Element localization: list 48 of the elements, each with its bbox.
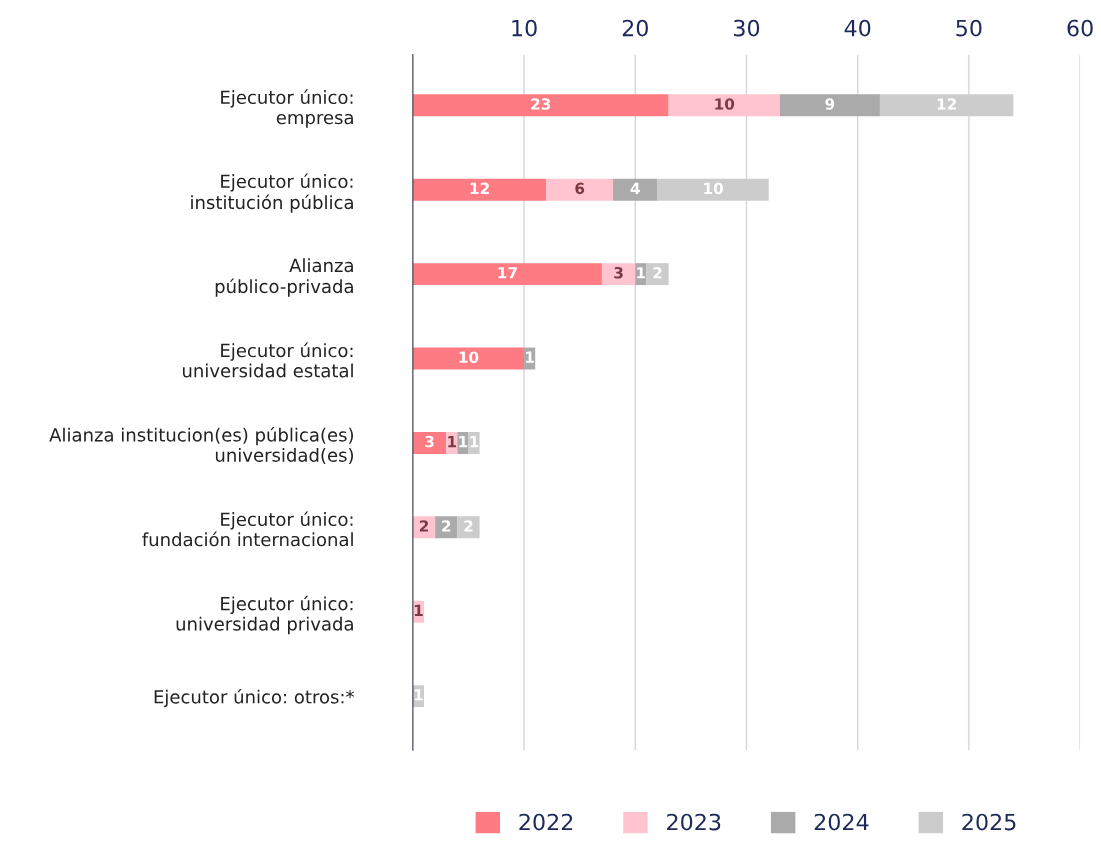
y-tick-label: Ejecutor único: otros:* <box>154 688 355 708</box>
data-label: 1 <box>526 351 534 363</box>
y-tick-label: Ejecutor único: empresa <box>221 89 353 128</box>
data-label: 4 <box>630 182 640 194</box>
legend-label: 2022 <box>519 813 573 831</box>
data-label: 2 <box>419 520 428 532</box>
legend-label: 2023 <box>667 813 721 831</box>
legend-label: 2024 <box>814 813 869 831</box>
data-label: 3 <box>425 435 434 448</box>
data-label: 1 <box>637 267 646 279</box>
data-label: 3 <box>614 267 623 279</box>
y-tick-label: Ejecutor único: institución pública <box>191 173 353 213</box>
data-label: 17 <box>498 267 517 279</box>
x-tick-label: 10 <box>512 19 537 37</box>
y-tick-label: Ejecutor único: fundación internacional <box>142 511 353 547</box>
y-tick-label: Alianza público-privada <box>215 258 353 297</box>
data-label: 1 <box>414 604 423 616</box>
bar <box>546 178 614 201</box>
data-label: 10 <box>459 351 479 363</box>
y-tick-label: Ejecutor único: universidad estatal <box>182 342 353 378</box>
data-label: 12 <box>470 182 489 194</box>
x-tick-label: 20 <box>622 19 648 37</box>
data-label: 9 <box>825 98 835 110</box>
x-tick-label: 60 <box>1067 19 1093 37</box>
data-label: 23 <box>531 98 551 110</box>
y-tick-label: Ejecutor único: universidad privada <box>176 595 353 635</box>
bar <box>613 178 658 201</box>
x-tick-label: 40 <box>844 19 871 37</box>
x-tick-label: 50 <box>956 19 982 37</box>
bar <box>412 263 602 286</box>
bar <box>879 94 1014 117</box>
data-label: 1 <box>448 436 457 448</box>
x-tick-label: 30 <box>734 19 760 37</box>
bar <box>657 178 769 201</box>
y-tick-label: Alianza institucion(es) pública(es) universidad(es) <box>49 426 353 465</box>
data-label: 6 <box>575 182 585 195</box>
bar <box>412 347 525 370</box>
bar <box>646 263 669 286</box>
data-label: 1 <box>459 436 468 448</box>
bar <box>457 516 480 539</box>
bar <box>779 94 880 117</box>
data-label: 10 <box>715 98 735 110</box>
legend-label: 2025 <box>962 813 1016 831</box>
bar <box>601 263 636 286</box>
bar <box>412 94 669 117</box>
bar <box>668 94 780 117</box>
data-label: 2 <box>442 520 451 532</box>
bar <box>412 178 547 201</box>
